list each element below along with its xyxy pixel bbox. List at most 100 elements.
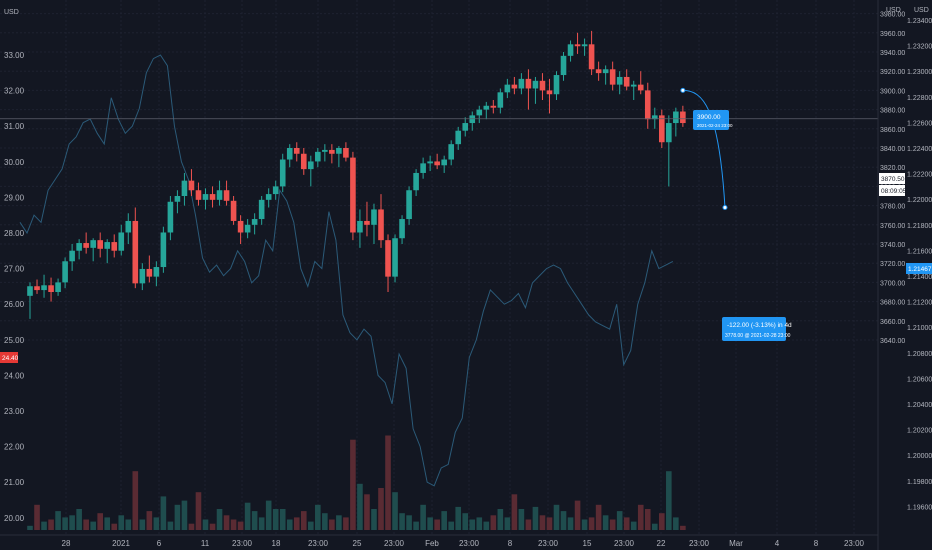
time-axis-tick: 6 xyxy=(157,539,162,548)
right-axis-tick: 1.21000 xyxy=(907,325,932,332)
left-axis-tick: 24.00 xyxy=(4,371,25,380)
right-axis-tick: 1.22000 xyxy=(907,197,932,204)
price-axis-tick: 3860.00 xyxy=(880,127,905,134)
projection-start-point xyxy=(680,87,686,93)
candle-body xyxy=(476,109,483,116)
volume-bar xyxy=(651,523,658,530)
candle-body xyxy=(385,240,391,277)
time-axis-tick: Feb xyxy=(425,539,439,548)
candle-body xyxy=(357,220,363,233)
candle-body xyxy=(609,69,616,85)
candle-body xyxy=(399,219,405,239)
overlay-series-line xyxy=(19,54,674,487)
candle-body xyxy=(160,232,167,268)
crosshair-price: 3870.50 xyxy=(881,176,905,183)
crosshair-time-box xyxy=(879,185,905,196)
volume-bar xyxy=(511,494,518,530)
volume-bars xyxy=(27,435,686,530)
right-axis-tick: 1.22200 xyxy=(907,172,932,179)
candle-body xyxy=(174,196,181,202)
candle-body xyxy=(258,199,265,220)
volume-bar xyxy=(104,517,111,530)
candle-body xyxy=(265,194,272,200)
candle-body xyxy=(406,190,412,220)
candle-body xyxy=(532,80,539,89)
left-current-label: 24.40 xyxy=(0,352,19,363)
candle-body xyxy=(581,44,588,47)
candle-body xyxy=(55,282,61,292)
right-axis-tick: 1.22400 xyxy=(907,146,932,153)
volume-bar xyxy=(630,521,637,530)
price-axis-tick: 3940.00 xyxy=(880,50,905,57)
candle-body xyxy=(511,84,518,89)
volume-bar xyxy=(174,504,181,530)
volume-bar xyxy=(448,521,454,530)
volume-bar xyxy=(546,517,553,530)
candle-body xyxy=(237,220,244,233)
time-axis-tick: 4 xyxy=(775,539,780,548)
candle-body xyxy=(392,238,398,277)
candle-body xyxy=(195,190,202,200)
right-axis-tick: 1.21600 xyxy=(907,248,932,255)
candle-body xyxy=(483,105,490,110)
candle-body xyxy=(427,161,433,164)
right-current-box xyxy=(906,263,932,274)
volume-bar xyxy=(497,509,504,530)
volume-bar xyxy=(69,515,75,530)
candle-body xyxy=(525,78,532,89)
candle-body xyxy=(244,224,251,233)
volume-bar xyxy=(574,500,581,530)
candle-body xyxy=(230,200,237,221)
volume-bar xyxy=(434,519,440,530)
volume-bar xyxy=(427,517,433,530)
time-axis-tick: 8 xyxy=(508,539,513,548)
volume-bar xyxy=(659,513,665,530)
volume-bar xyxy=(308,521,314,530)
candle-body xyxy=(539,80,546,91)
price-axis-tick: 3740.00 xyxy=(880,242,905,249)
candle-body xyxy=(202,194,209,200)
candle-body xyxy=(272,186,279,195)
target-label[interactable]: 3900.00 2021-02-24 23:00 xyxy=(693,110,733,130)
price-axis-tick: 3900.00 xyxy=(880,88,905,95)
volume-bar xyxy=(153,517,160,530)
left-axis-tick: 25.00 xyxy=(4,336,25,345)
volume-bar xyxy=(483,521,490,530)
candle-body xyxy=(336,148,342,154)
projection-label[interactable]: -122.00 (-3.13%) in 4d 3778.00 @ 2021-02… xyxy=(722,317,792,341)
candle-body xyxy=(595,69,602,74)
right-axis-tick: 1.23200 xyxy=(907,44,932,51)
volume-bar xyxy=(553,504,560,530)
volume-bar xyxy=(385,435,391,530)
candlesticks[interactable] xyxy=(27,30,686,319)
candle-body xyxy=(518,78,525,89)
volume-bar xyxy=(286,519,293,530)
volume-bar xyxy=(637,504,644,530)
volume-bar xyxy=(265,500,272,530)
candle-body xyxy=(111,242,118,251)
volume-bar xyxy=(476,517,483,530)
volume-bar xyxy=(350,439,356,530)
candle-body xyxy=(364,220,370,225)
left-axis-tick: 23.00 xyxy=(4,407,25,416)
volume-bar xyxy=(55,511,61,530)
candle-body xyxy=(560,55,567,76)
price-axis-tick: 3880.00 xyxy=(880,108,905,115)
left-axis-tick: 31.00 xyxy=(4,122,25,131)
right-axis-tick: 1.21400 xyxy=(907,274,932,281)
volume-bar xyxy=(41,521,47,530)
candle-body xyxy=(188,180,195,191)
volume-bar xyxy=(62,517,68,530)
candle-body xyxy=(139,268,146,284)
time-axis-tick: 22 xyxy=(657,539,666,548)
candle-body xyxy=(490,105,497,108)
right-axis-tick: 1.19600 xyxy=(907,504,932,511)
volume-bar xyxy=(595,504,602,530)
volume-bar xyxy=(195,492,202,530)
crosshair-price-label: 3870.50 08:09:05 xyxy=(879,173,907,196)
left-axis-tick: 22.00 xyxy=(4,443,25,452)
left-axis-tick: 28.00 xyxy=(4,229,25,238)
volume-bar xyxy=(490,515,497,530)
candle-body xyxy=(69,250,75,262)
